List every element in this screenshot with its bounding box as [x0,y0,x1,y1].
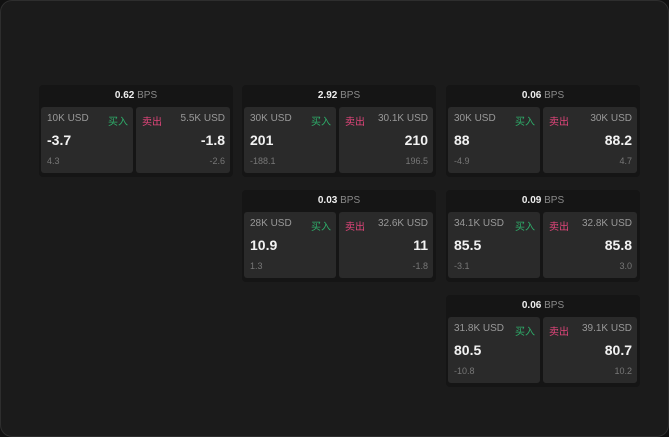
spread-header: 0.06 BPS [446,85,640,106]
buy-delta: 4.3 [47,156,60,166]
buy-delta: -10.8 [454,366,475,376]
buy-tile[interactable]: 30K USD 买入 201 -188.1 [244,107,336,173]
spread-value: 0.06 [521,300,542,311]
spread-header: 2.92 BPS [242,85,436,106]
sell-tile[interactable]: 卖出 30.1K USD 210 196.5 [339,107,433,173]
spread-header: 0.09 BPS [446,190,640,211]
spread-value: 0.62 [114,90,135,101]
spread-unit: BPS [340,90,361,101]
spread-unit: BPS [544,300,565,311]
sell-size: 30K USD [590,113,632,124]
sell-delta: 3.0 [619,261,632,271]
spread-header: 0.06 BPS [446,295,640,316]
spread-value: 0.03 [317,195,338,206]
buy-tile[interactable]: 10K USD 买入 -3.7 4.3 [41,107,133,173]
sell-delta: 4.7 [619,156,632,166]
buy-label: 买入 [515,327,535,338]
sell-tile[interactable]: 卖出 39.1K USD 80.7 10.2 [543,317,637,383]
buy-price: 10.9 [250,237,278,253]
quote-card: 0.09 BPS 34.1K USD 买入 85.5 -3.1 卖出 32.8K USD… [446,190,640,282]
quote-card: 0.06 BPS 31.8K USD 买入 80.5 -10.8 卖出 39.1K US… [446,295,640,387]
sell-tile[interactable]: 卖出 30K USD 88.2 4.7 [543,107,637,173]
buy-size: 31.8K USD [454,323,505,334]
buy-price: 88 [454,132,470,148]
spread-value: 0.06 [521,90,542,101]
buy-size: 28K USD [250,218,292,229]
buy-size: 30K USD [250,113,292,124]
sell-tile[interactable]: 卖出 32.6K USD 11 -1.8 [339,212,433,278]
spread-unit: BPS [544,90,565,101]
buy-label: 买入 [515,117,535,128]
sell-label: 卖出 [345,222,365,233]
sell-price: 80.7 [604,342,632,358]
buy-tile[interactable]: 28K USD 买入 10.9 1.3 [244,212,336,278]
buy-delta: -3.1 [454,261,470,271]
sell-price: 11 [413,237,428,253]
spread-header: 0.03 BPS [242,190,436,211]
buy-price: 85.5 [454,237,482,253]
sell-delta: -1.8 [412,261,428,271]
sell-size: 5.5K USD [180,113,225,124]
spread-value: 0.09 [521,195,542,206]
sell-price: 210 [404,132,428,148]
sell-price: 88.2 [604,132,632,148]
quote-card: 0.06 BPS 30K USD 买入 88 -4.9 卖出 30K USD 88.2 4.… [446,85,640,177]
sell-price: 85.8 [604,237,632,253]
buy-delta: 1.3 [250,261,263,271]
spread-unit: BPS [137,90,158,101]
quote-card: 0.62 BPS 10K USD 买入 -3.7 4.3 卖出 5.5K USD -1.8… [39,85,233,177]
quote-card: 2.92 BPS 30K USD 买入 201 -188.1 卖出 30.1K USD 2… [242,85,436,177]
sell-size: 39.1K USD [581,323,632,334]
spread-unit: BPS [340,195,361,206]
sell-label: 卖出 [549,222,569,233]
buy-size: 34.1K USD [454,218,505,229]
buy-price: -3.7 [47,132,72,148]
buy-tile[interactable]: 34.1K USD 买入 85.5 -3.1 [448,212,540,278]
buy-price: 201 [250,132,274,148]
sell-price: -1.8 [200,132,225,148]
spread-value: 2.92 [317,90,338,101]
sell-delta: 10.2 [614,366,632,376]
buy-tile[interactable]: 30K USD 买入 88 -4.9 [448,107,540,173]
buy-label: 买入 [311,222,331,233]
sell-label: 卖出 [345,117,365,128]
sell-label: 卖出 [549,117,569,128]
sell-size: 30.1K USD [377,113,428,124]
buy-size: 10K USD [47,113,89,124]
sell-label: 卖出 [549,327,569,338]
quote-card: 0.03 BPS 28K USD 买入 10.9 1.3 卖出 32.6K USD 11 -… [242,190,436,282]
sell-size: 32.6K USD [377,218,428,229]
buy-delta: -4.9 [454,156,470,166]
buy-label: 买入 [515,222,535,233]
spread-unit: BPS [544,195,565,206]
buy-size: 30K USD [454,113,496,124]
sell-label: 卖出 [142,117,162,128]
sell-delta: 196.5 [405,156,428,166]
sell-size: 32.8K USD [581,218,632,229]
spread-header: 0.62 BPS [39,85,233,106]
buy-tile[interactable]: 31.8K USD 买入 80.5 -10.8 [448,317,540,383]
buy-price: 80.5 [454,342,482,358]
sell-delta: -2.6 [209,156,225,166]
buy-delta: -188.1 [250,156,276,166]
buy-label: 买入 [311,117,331,128]
sell-tile[interactable]: 卖出 32.8K USD 85.8 3.0 [543,212,637,278]
buy-label: 买入 [108,117,128,128]
sell-tile[interactable]: 卖出 5.5K USD -1.8 -2.6 [136,107,230,173]
